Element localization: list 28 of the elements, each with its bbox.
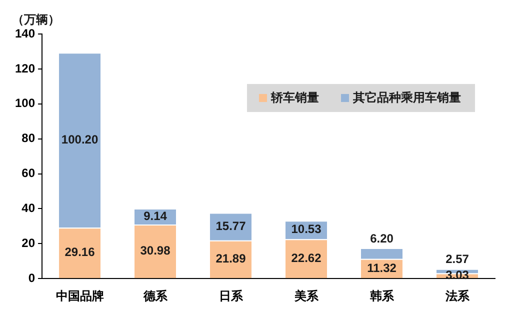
data-label: 11.32 [367, 260, 397, 275]
y-tick-label: 60 [22, 166, 36, 180]
data-label: 2.57 [446, 252, 470, 266]
x-tick-label: 韩系 [368, 289, 395, 304]
y-tick-label: 120 [14, 61, 36, 76]
x-tick-label: 中国品牌 [56, 289, 104, 304]
y-axis-title: （万辆） [12, 12, 60, 26]
data-label: 15.77 [216, 218, 246, 233]
data-label: 21.89 [216, 252, 246, 266]
data-label: 100.20 [61, 132, 98, 146]
x-tick-label: 日系 [218, 289, 244, 304]
data-label: 10.53 [291, 222, 322, 236]
data-label: 22.62 [291, 250, 322, 265]
x-tick-label: 法系 [444, 289, 470, 304]
data-label: 9.14 [144, 208, 168, 223]
legend-label: 其它品种乘用车销量 [352, 90, 461, 104]
data-label: 6.20 [370, 231, 394, 246]
y-tick-label: 20 [22, 236, 36, 250]
y-tick-label: 100 [14, 96, 36, 110]
y-tick-label: 0 [28, 270, 36, 285]
y-tick-label: 80 [22, 131, 36, 146]
data-label: 30.98 [140, 244, 171, 258]
legend-label: 轿车销量 [270, 90, 319, 104]
x-tick-label: 德系 [142, 289, 168, 304]
y-tick-label: 40 [22, 201, 36, 216]
data-label: 29.16 [64, 245, 96, 260]
y-tick-label: 140 [14, 26, 36, 40]
x-tick-label: 美系 [293, 289, 320, 304]
